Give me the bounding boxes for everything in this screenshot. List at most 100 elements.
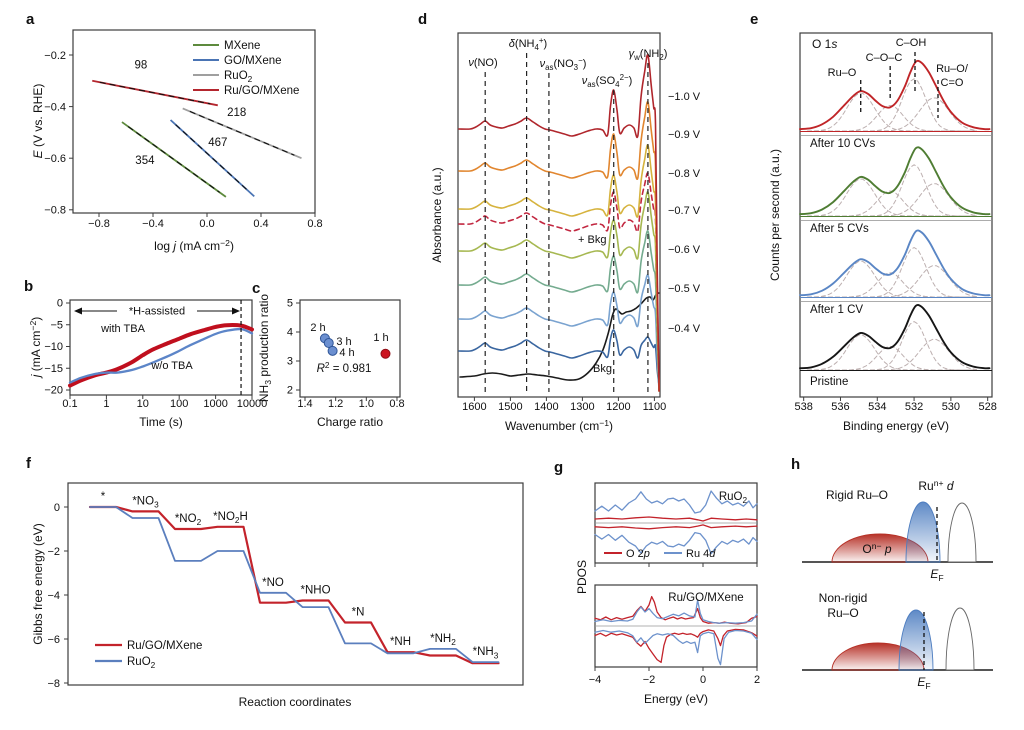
x-axis-title: Reaction coordinates xyxy=(239,695,352,709)
panel-a: −0.8 −0.4 0.0 0.4 0.8 −0.2 −0.4 −0.6 −0.8 log j (… xyxy=(31,29,323,253)
intermediate-label: *NH xyxy=(390,636,411,648)
fit-component xyxy=(806,178,978,217)
potential-label: −0.7 V xyxy=(668,205,701,217)
ru-d-empty-band-bottom xyxy=(945,607,975,671)
y-tick-label: −20 xyxy=(44,385,63,397)
x-tick-label: 0.8 xyxy=(307,218,322,230)
legend-label: Ru/GO/MXene xyxy=(127,640,202,652)
energy-path-Ru/GO/MXene xyxy=(88,505,500,665)
tafel-fit-dashed xyxy=(127,126,220,193)
point-label: 3 h xyxy=(336,336,351,348)
panel-f: 0 −2 −4 −6 −8 Reaction coordinates Gibbs free … xyxy=(31,482,524,709)
tafel-fit-dashed xyxy=(175,124,250,193)
y-tick-label: 3 xyxy=(287,356,293,368)
fit-component xyxy=(806,265,978,298)
tafel-fit-dashed xyxy=(99,81,211,105)
panel-d-label: d xyxy=(418,11,428,28)
panel-g: −4 −2 0 2 Energy (eV) PDOS RuO2 Ru/GO/MXene O 2p… xyxy=(575,482,760,706)
peak-assignment-label: ν(NO) xyxy=(468,57,497,69)
arrow-head-right xyxy=(232,307,240,315)
y-axis-title: Absorbance (a.u.) xyxy=(430,167,444,262)
x-tick-label: 534 xyxy=(868,401,886,413)
o-p-band-label: On− p xyxy=(862,541,892,556)
point-label: 2 h xyxy=(310,322,325,334)
panel-d: 1600 1500 1400 1300 1200 1100 Wavenumber (cm−1… xyxy=(430,32,701,433)
tafel-fit-dashed xyxy=(189,110,295,156)
spectrum-Bkg xyxy=(459,292,660,381)
intermediate-label: *NH2 xyxy=(430,633,456,647)
pdos-Ru 4d-mirror xyxy=(594,531,758,555)
y-tick-label: −8 xyxy=(47,678,60,690)
pdos-O 2p xyxy=(594,516,758,522)
y-tick-label: −15 xyxy=(44,363,63,375)
fit-component xyxy=(806,321,978,371)
legend-label: RuO2 xyxy=(224,70,253,84)
x-tick-label: 1.4 xyxy=(297,398,312,410)
pdos-Ru 4d xyxy=(594,490,758,514)
x-axis-title: Time (s) xyxy=(139,415,183,429)
intermediate-label: *N xyxy=(352,607,365,619)
x-tick-label: 532 xyxy=(905,401,923,413)
subpanel-label-bottom: Ru/GO/MXene xyxy=(668,592,743,604)
panel-c: 1.4 1.2 1.0 0.8 5 4 3 2 Charge ratio NH3 producti… xyxy=(257,294,405,429)
intermediate-label: *NO2 xyxy=(175,513,202,527)
energy-path-RuO{sub:2} xyxy=(89,506,500,663)
curve-w/o TBA xyxy=(68,327,254,384)
panel-f-axes xyxy=(67,482,524,686)
x-tick-label: 0 xyxy=(700,674,706,686)
spectrum-−0.9 V xyxy=(458,100,660,392)
data-point-4 h xyxy=(327,345,338,356)
x-axis-title: Binding energy (eV) xyxy=(843,419,949,433)
y-tick-label: −4 xyxy=(47,590,60,602)
x-axis-title: Energy (eV) xyxy=(644,692,708,706)
ru-d-empty-band-top xyxy=(947,502,977,563)
tafel-slope-label: 218 xyxy=(227,107,246,119)
panel-b-label: b xyxy=(24,278,34,295)
intermediate-label: *NHO xyxy=(300,585,330,597)
legend-label: RuO2 xyxy=(127,656,156,670)
x-tick-label: 0.1 xyxy=(62,398,77,410)
x-tick-label: 2 xyxy=(754,674,760,686)
fermi-label-bottom: EF xyxy=(917,675,930,691)
y-tick-label: −5 xyxy=(50,319,63,331)
x-tick-label: 1300 xyxy=(570,401,594,413)
y-axis-title: Counts per second (a.u.) xyxy=(768,149,782,281)
xps-spectrum-After 10 CVs xyxy=(799,59,991,131)
tafel-slope-label: 354 xyxy=(135,155,155,167)
x-tick-label: −0.4 xyxy=(142,218,164,230)
panel-b-axes xyxy=(69,299,253,396)
peak-label: C–OH xyxy=(896,37,927,49)
x-tick-label: 1200 xyxy=(606,401,630,413)
x-tick-label: −2 xyxy=(643,674,656,686)
intermediate-label: *NO xyxy=(262,577,284,589)
h-assisted-annotation: *H-assisted xyxy=(129,306,185,318)
tafel-slope-label: 98 xyxy=(134,59,147,71)
spectrum-−0.4 V xyxy=(458,329,660,387)
panel-c-label: c xyxy=(252,280,261,297)
spectrum-label: After 1 CV xyxy=(810,304,863,316)
arrow-head-left xyxy=(74,307,82,315)
panel-h-label: h xyxy=(791,456,801,473)
x-tick-label: −0.8 xyxy=(88,218,110,230)
fit-component xyxy=(806,247,978,298)
x-axis-title: Wavenumber (cm−1) xyxy=(505,418,613,433)
xps-spectrum-Pristine xyxy=(799,304,991,370)
ru-d-filled-band-top xyxy=(905,501,941,563)
y-axis-title: E (V vs. RHE) xyxy=(31,84,45,159)
y-tick-label: 4 xyxy=(287,327,293,339)
fit-component xyxy=(806,183,978,217)
spectrum-−0.6 V xyxy=(458,230,660,392)
x-tick-label: −4 xyxy=(589,674,602,686)
peak-label: C=O xyxy=(941,77,964,89)
x-tick-label: 536 xyxy=(831,401,849,413)
x-tick-label: 530 xyxy=(942,401,960,413)
fit-component xyxy=(806,164,978,217)
x-tick-label: 538 xyxy=(795,401,813,413)
legend-label: MXene xyxy=(224,40,260,52)
diagram-title-bottom-2: Ru–O xyxy=(827,606,858,620)
intermediate-label: *NO3 xyxy=(132,495,159,509)
y-tick-label: −0.8 xyxy=(44,205,66,217)
